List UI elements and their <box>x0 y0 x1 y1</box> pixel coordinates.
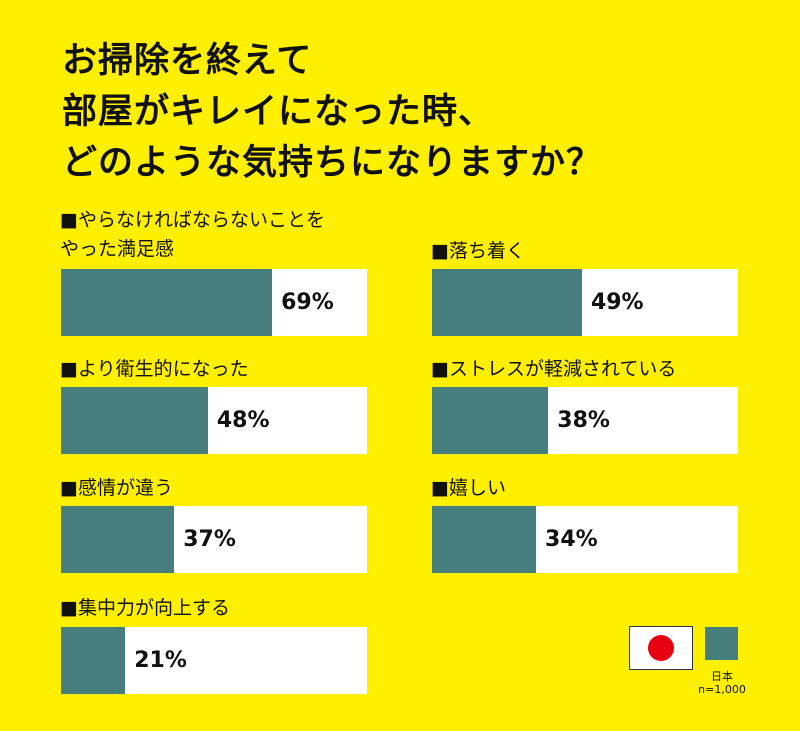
value-label: 48% <box>216 408 270 433</box>
bar <box>61 506 175 573</box>
bar-track: 49% <box>432 269 738 336</box>
value-label: 49% <box>590 290 644 315</box>
bar-track: 34% <box>432 506 738 573</box>
chart-title: お掃除を終えて 部屋がキレイになった時、 どのような気持ちになりますか？ <box>62 41 603 183</box>
legend-sample-size: n=1,000 <box>698 683 746 696</box>
value-label: 38% <box>557 408 610 433</box>
bar <box>432 506 537 573</box>
bar-track: 48% <box>61 387 367 454</box>
bar <box>61 627 126 694</box>
category-label: ■集中力が向上する <box>60 597 230 619</box>
legend-label: 日本 <box>711 670 733 683</box>
flag-sun <box>648 635 674 661</box>
bar-track: 38% <box>432 387 738 454</box>
bar <box>61 387 208 454</box>
value-label: 21% <box>134 648 187 673</box>
bar-track: 69% <box>61 269 367 336</box>
category-label: ■落ち着く <box>431 240 525 262</box>
bar <box>432 269 582 336</box>
legend-swatch <box>705 627 738 660</box>
value-label: 37% <box>183 527 236 552</box>
bar-track: 21% <box>61 627 367 694</box>
category-label: ■やらなければならないことを やった満足感 <box>60 209 325 260</box>
value-label: 34% <box>545 527 598 552</box>
bar <box>432 387 549 454</box>
category-label: ■感情が違う <box>60 477 173 499</box>
bar <box>61 269 273 336</box>
category-label: ■ストレスが軽減されている <box>431 358 677 380</box>
japan-flag-icon <box>629 626 693 670</box>
bar-track: 37% <box>61 506 367 573</box>
category-label: ■より衛生的になった <box>60 358 249 380</box>
category-label: ■嬉しい <box>431 477 506 499</box>
value-label: 69% <box>281 290 334 315</box>
